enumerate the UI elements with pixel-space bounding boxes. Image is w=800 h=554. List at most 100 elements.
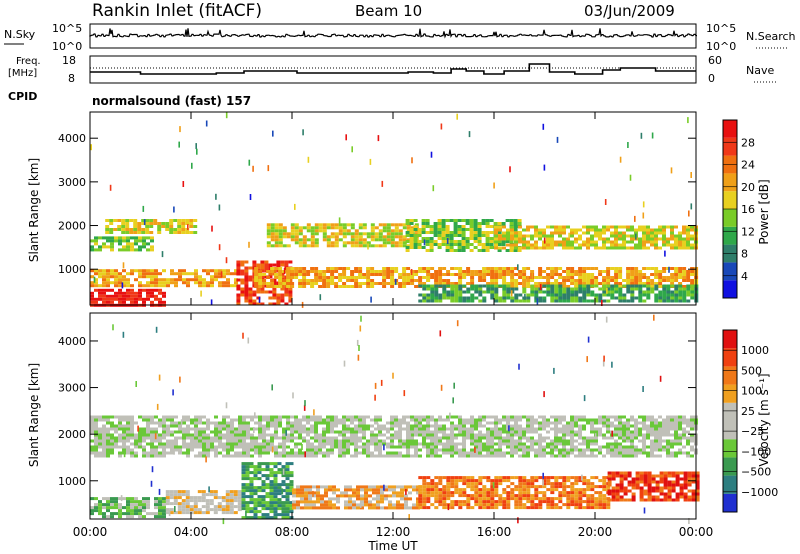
heatmap-cell — [473, 234, 478, 237]
heatmap-cell — [122, 506, 126, 510]
heatmap-cell — [437, 219, 442, 222]
heatmap-cell — [229, 499, 234, 503]
heatmap-cell — [586, 284, 591, 288]
heatmap-cell — [486, 282, 491, 285]
heatmap-cell — [236, 266, 241, 270]
heatmap-cell — [142, 445, 146, 449]
heatmap-cell — [474, 427, 478, 431]
heatmap-cell — [546, 282, 551, 285]
heatmap-cell — [622, 237, 626, 241]
heatmap-cell — [110, 500, 114, 504]
heatmap-cell — [218, 275, 222, 279]
heatmap-cell — [153, 222, 158, 225]
heatmap-cell — [294, 273, 299, 276]
heatmap-cell — [442, 500, 447, 504]
heatmap-cell — [530, 476, 535, 480]
heatmap-cell — [450, 485, 455, 489]
heatmap-cell — [262, 442, 266, 446]
heatmap-cell — [254, 285, 259, 288]
heatmap-cell — [670, 284, 675, 288]
heatmap-cell — [110, 275, 114, 279]
heatmap-cell — [450, 415, 454, 419]
heatmap-cell — [102, 454, 106, 458]
heatmap-cell — [298, 433, 302, 437]
heatmap-cell — [370, 238, 375, 242]
heatmap-cell — [110, 442, 114, 446]
heatmap-cell — [146, 497, 150, 501]
heatmap-cell — [409, 237, 414, 240]
heatmap-cell — [209, 508, 214, 512]
heatmap-cell — [390, 433, 394, 437]
heatmap-cell — [217, 508, 222, 512]
heatmap-cell — [318, 226, 323, 230]
heatmap-cell — [298, 270, 303, 273]
heatmap-cell — [173, 499, 178, 503]
heatmap-cell — [174, 278, 178, 282]
heatmap-cell — [542, 415, 546, 419]
heatmap-cell — [674, 430, 678, 434]
heatmap-cell — [404, 485, 408, 489]
heatmap-cell — [666, 433, 670, 437]
heatmap-cell — [370, 223, 375, 227]
heatmap-cell — [129, 228, 134, 231]
heatmap-cell — [214, 275, 218, 279]
heatmap-cell — [502, 231, 506, 235]
heatmap-cell — [514, 448, 518, 452]
heatmap-cell — [422, 433, 426, 437]
heatmap-cell — [416, 485, 420, 489]
heatmap-cell — [618, 285, 623, 288]
heatmap-cell — [562, 240, 566, 244]
heatmap-cell — [602, 279, 607, 282]
heatmap-cell — [402, 442, 406, 446]
heatmap-cell — [118, 284, 122, 288]
heatmap-cell — [554, 287, 559, 291]
heatmap-cell — [438, 454, 442, 458]
heatmap-cell — [429, 237, 434, 240]
heatmap-cell — [166, 433, 170, 437]
heatmap-cell — [106, 269, 110, 273]
heatmap-cell — [566, 451, 570, 455]
heatmap-cell — [185, 493, 190, 497]
heatmap-cell — [418, 448, 422, 452]
heatmap-cell — [654, 418, 658, 422]
heatmap-cell — [654, 448, 658, 452]
heatmap-cell — [206, 424, 210, 428]
heatmap-cell — [138, 415, 142, 419]
heatmap-cell — [421, 219, 426, 222]
heatmap-cell — [213, 511, 218, 515]
heatmap-cell — [494, 415, 498, 419]
heatmap-cell — [469, 249, 474, 252]
heatmap-cell — [186, 433, 190, 437]
heatmap-cell — [330, 223, 335, 227]
heatmap-cell — [418, 299, 423, 303]
heatmap-cell — [370, 442, 374, 446]
heatmap-scatter-point — [542, 123, 545, 130]
heatmap-cell — [590, 293, 595, 297]
heatmap-cell — [270, 226, 275, 230]
heatmap-cell — [130, 284, 134, 288]
heatmap-cell — [502, 506, 507, 510]
heatmap-cell — [622, 448, 626, 452]
heatmap-cell — [142, 433, 146, 437]
heatmap-cell — [278, 238, 283, 242]
heatmap-cell — [257, 504, 262, 508]
heatmap-cell — [274, 238, 279, 242]
heatmap-cell — [462, 284, 467, 288]
heatmap-cell — [266, 427, 270, 431]
heatmap-cell — [102, 439, 106, 443]
heatmap-cell — [578, 427, 582, 431]
heatmap-cell — [398, 433, 402, 437]
heatmap-cell — [646, 228, 650, 232]
heatmap-cell — [298, 282, 303, 285]
heatmap-cell — [438, 296, 443, 300]
heatmap-cell — [534, 503, 539, 507]
heatmap-cell — [170, 445, 174, 449]
heatmap-cell — [690, 454, 694, 458]
heatmap-cell — [322, 430, 326, 434]
heatmap-cell — [630, 439, 634, 443]
heatmap-cell — [118, 439, 122, 443]
heatmap-cell — [682, 415, 686, 419]
heatmap-cell — [638, 448, 642, 452]
heatmap-cell — [257, 468, 262, 472]
heatmap-cell — [418, 293, 423, 297]
